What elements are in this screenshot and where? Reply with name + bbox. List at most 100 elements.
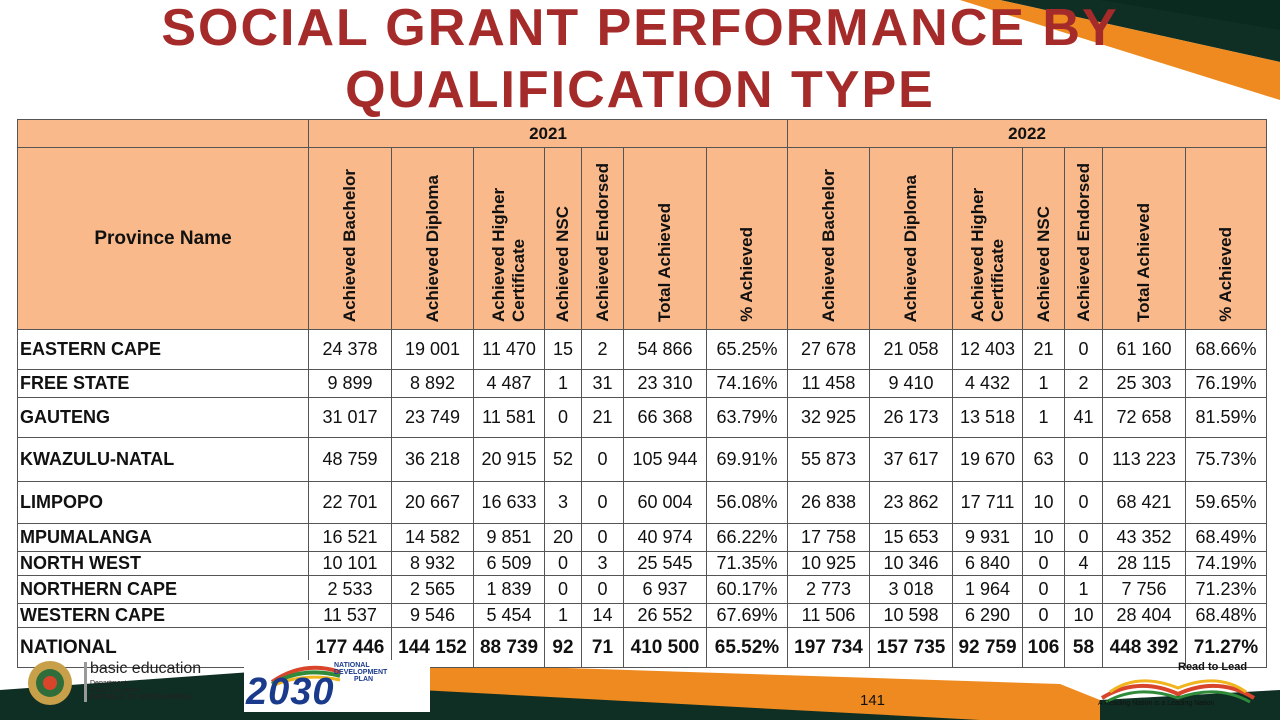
table-cell: 17 711	[952, 481, 1023, 524]
table-cell: 76.19%	[1185, 369, 1267, 398]
col-header-label: Achieved Endorsed	[1073, 163, 1093, 322]
table-cell: 157 735	[869, 627, 953, 668]
col-header-label: Achieved NSC	[1033, 205, 1053, 322]
table-cell: 48 759	[308, 437, 392, 482]
table-cell: 2	[1064, 369, 1103, 398]
col-header-2022-3: Achieved NSC	[1022, 147, 1065, 330]
page-number: 141	[860, 692, 886, 709]
table-cell: 0	[544, 575, 582, 604]
table-cell: 69.91%	[706, 437, 788, 482]
table-cell: 0	[1022, 551, 1065, 576]
table-cell: 37 617	[869, 437, 953, 482]
table-cell: 113 223	[1102, 437, 1186, 482]
table-cell: 5 454	[473, 603, 545, 628]
col-header-2022-4: Achieved Endorsed	[1064, 147, 1103, 330]
table-cell: 4	[1064, 551, 1103, 576]
col-header-label: Total Achieved	[655, 202, 674, 322]
col-header-label: % Achieved	[1216, 227, 1235, 322]
province-name: KWAZULU-NATAL	[17, 437, 309, 482]
table-cell: 1	[1022, 369, 1065, 398]
table-cell: 66.22%	[706, 523, 788, 552]
table-cell: 31 017	[308, 397, 392, 438]
table-cell: 13 518	[952, 397, 1023, 438]
read-to-lead-tagline: A Reading Nation is a Leading Nation	[1098, 700, 1215, 707]
read-to-lead-logo	[1100, 679, 1256, 704]
col-header-label: Total Achieved	[1134, 202, 1153, 322]
table-cell: 7 756	[1102, 575, 1186, 604]
table-cell: 0	[1022, 603, 1065, 628]
table-cell: 2 565	[391, 575, 474, 604]
table-cell: 32 925	[787, 397, 870, 438]
table-cell: 28 404	[1102, 603, 1186, 628]
table-cell: 10 598	[869, 603, 953, 628]
table-cell: 16 521	[308, 523, 392, 552]
table-cell: 16 633	[473, 481, 545, 524]
table-cell: 9 546	[391, 603, 474, 628]
table-cell: 63	[1022, 437, 1065, 482]
table-cell: 0	[1064, 523, 1103, 552]
table-cell: 81.59%	[1185, 397, 1267, 438]
table-cell: 2 533	[308, 575, 392, 604]
table-cell: 43 352	[1102, 523, 1186, 552]
table-cell: 68.66%	[1185, 329, 1267, 370]
table-cell: 10 101	[308, 551, 392, 576]
table-cell: 0	[544, 551, 582, 576]
table-cell: 10	[1022, 481, 1065, 524]
table-cell: 19 670	[952, 437, 1023, 482]
table-cell: 1	[1022, 397, 1065, 438]
table-cell: 40 974	[623, 523, 707, 552]
dbe-caption: Department: Basic Education REPUBLIC OF …	[90, 680, 192, 701]
table-cell: 65.25%	[706, 329, 788, 370]
col-header-2021-2: Achieved Higher Certificate	[473, 147, 545, 330]
col-header-2021-5: Total Achieved	[623, 147, 707, 330]
table-row: WESTERN CAPE 11 537 9 546 5 454 1 14 26 552 67.…	[17, 603, 1267, 628]
table-cell: 26 552	[623, 603, 707, 628]
table-cell: 36 218	[391, 437, 474, 482]
province-name: LIMPOPO	[17, 481, 309, 524]
table-cell: 2	[581, 329, 624, 370]
page-title-line1: SOCIAL GRANT PERFORMANCE BY	[161, 0, 1119, 57]
table-cell: 21 058	[869, 329, 953, 370]
table-cell: 68.48%	[1185, 603, 1267, 628]
table-cell: 1 839	[473, 575, 545, 604]
table-cell: 0	[1064, 329, 1103, 370]
year-header-2021: 2021	[308, 119, 788, 148]
province-name: NORTHERN CAPE	[17, 575, 309, 604]
table-cell: 25 545	[623, 551, 707, 576]
col-header-2021-3: Achieved NSC	[544, 147, 582, 330]
table-cell: 60 004	[623, 481, 707, 524]
table-cell: 71.35%	[706, 551, 788, 576]
table-cell: 0	[544, 397, 582, 438]
col-header-2022-0: Achieved Bachelor	[787, 147, 870, 330]
table-cell: 72 658	[1102, 397, 1186, 438]
province-name: WESTERN CAPE	[17, 603, 309, 628]
table-cell: 0	[1064, 437, 1103, 482]
table-cell: 11 470	[473, 329, 545, 370]
year-header-2022: 2022	[787, 119, 1267, 148]
table-cell: 17 758	[787, 523, 870, 552]
table-cell: 56.08%	[706, 481, 788, 524]
table-cell: 92	[544, 627, 582, 668]
table-cell: 11 537	[308, 603, 392, 628]
table-cell: 25 303	[1102, 369, 1186, 398]
province-name: FREE STATE	[17, 369, 309, 398]
table-cell: 66 368	[623, 397, 707, 438]
table-row: EASTERN CAPE 24 378 19 001 11 470 15 2 54 866 6…	[17, 329, 1267, 370]
province-name: GAUTENG	[17, 397, 309, 438]
table-cell: 28 115	[1102, 551, 1186, 576]
col-header-2021-6: % Achieved	[706, 147, 788, 330]
table-cell: 9 899	[308, 369, 392, 398]
ndp-2030-logo	[244, 660, 430, 712]
table-cell: 24 378	[308, 329, 392, 370]
table-cell: 6 290	[952, 603, 1023, 628]
table-row: NORTH WEST 10 101 8 932 6 509 0 3 25 545 71.35%…	[17, 551, 1267, 576]
table-cell: 9 851	[473, 523, 545, 552]
dbe-caption-line1: Department:	[90, 680, 129, 687]
table-cell: 0	[1022, 575, 1065, 604]
table-cell: 105 944	[623, 437, 707, 482]
col-header-2022-5: Total Achieved	[1102, 147, 1186, 330]
table-cell: 74.16%	[706, 369, 788, 398]
table-cell: 0	[581, 481, 624, 524]
ndp-caption: NATIONAL DEVELOPMENT PLAN	[334, 662, 387, 683]
table-cell: 10	[1064, 603, 1103, 628]
